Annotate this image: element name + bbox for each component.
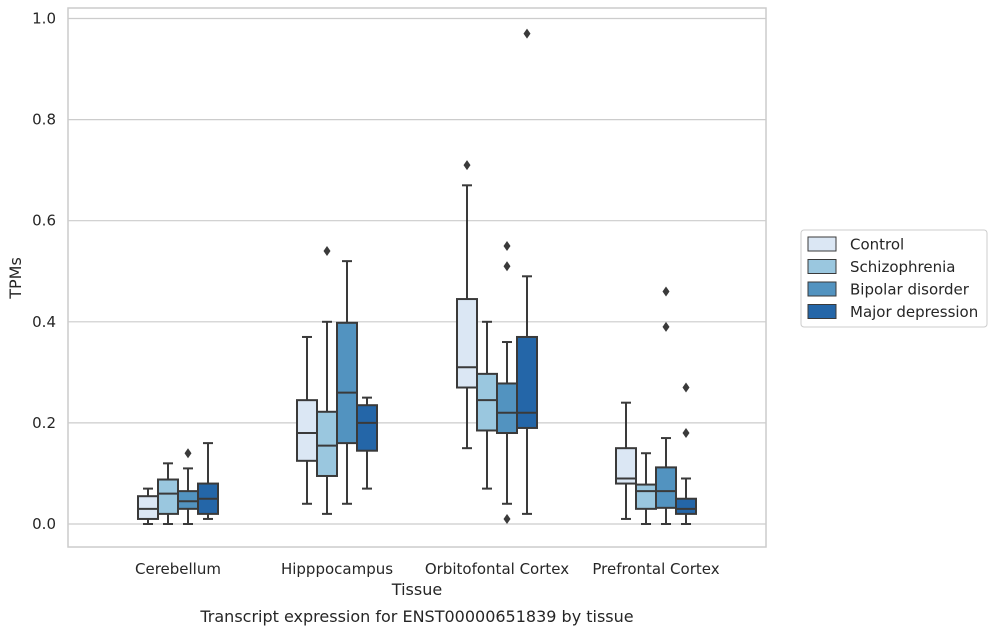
box (296, 399, 318, 462)
x-axis-ticks: Cerebellum Hipppocampus Orbitofontal Corte… (135, 560, 720, 578)
box (655, 466, 677, 509)
x-tick-label: Hipppocampus (281, 560, 393, 578)
x-axis-title: Tissue (391, 580, 442, 599)
grid-lines (68, 17, 766, 525)
box (177, 490, 199, 510)
box-plot (655, 286, 677, 525)
y-tick-label: 0.2 (32, 414, 56, 432)
x-tick-label: Cerebellum (135, 560, 221, 578)
box (476, 372, 498, 432)
box (496, 382, 518, 435)
y-tick-label: 0.8 (32, 111, 56, 129)
box-plot (356, 396, 378, 490)
legend-label: Bipolar disorder (850, 281, 970, 299)
box-plots (137, 28, 697, 525)
box (635, 483, 657, 510)
y-tick-label: 0.0 (32, 515, 56, 533)
chart-caption: Transcript expression for ENST0000065183… (199, 607, 633, 626)
y-tick-label: 0.4 (32, 313, 56, 331)
outlier-point (662, 286, 670, 297)
box-plot (635, 452, 657, 525)
y-axis-title: TPMs (6, 257, 25, 300)
legend: Control Schizophrenia Bipolar disorder Majo… (800, 229, 988, 328)
outlier-point (682, 382, 690, 393)
box-plot (157, 462, 179, 525)
legend-label: Schizophrenia (850, 258, 955, 276)
box-plot (296, 335, 318, 505)
box (316, 410, 338, 477)
outlier-point (503, 240, 511, 251)
box-plot (675, 382, 697, 525)
outlier-point (503, 513, 511, 524)
box-plot (177, 448, 199, 525)
box-plot (516, 28, 538, 515)
x-tick-label: Prefrontal Cortex (592, 560, 719, 578)
y-tick-label: 0.6 (32, 212, 56, 230)
x-tick-label: Orbitofontal Cortex (425, 560, 569, 578)
box (356, 404, 378, 452)
outlier-point (523, 28, 531, 39)
box-plot (316, 246, 338, 515)
legend-frame (800, 229, 988, 328)
outlier-point (463, 160, 471, 171)
box (675, 497, 697, 515)
box-plot (137, 487, 159, 525)
box-plot (476, 320, 498, 490)
box (137, 495, 159, 520)
outlier-point (184, 448, 192, 459)
legend-label: Control (850, 236, 904, 254)
outlier-point (662, 321, 670, 332)
box (615, 447, 637, 485)
box (516, 335, 538, 429)
box (456, 298, 478, 389)
legend-label: Major depression (850, 303, 978, 321)
outlier-point (503, 261, 511, 272)
plot-frame (67, 7, 767, 548)
legend-swatch (807, 304, 837, 319)
box-plot (197, 442, 219, 520)
box (157, 478, 179, 515)
outlier-point (682, 428, 690, 439)
box-plot (336, 260, 358, 505)
legend-swatch (807, 281, 837, 297)
y-axis-ticks: 0.0 0.2 0.4 0.6 0.8 1.0 (32, 10, 56, 534)
legend-swatch (807, 236, 837, 252)
box-plot (615, 401, 637, 520)
box (336, 321, 358, 445)
box-plot (456, 160, 478, 450)
box-plot (496, 240, 518, 524)
outlier-point (323, 246, 331, 257)
legend-swatch (807, 259, 837, 274)
y-tick-label: 1.0 (32, 10, 56, 28)
